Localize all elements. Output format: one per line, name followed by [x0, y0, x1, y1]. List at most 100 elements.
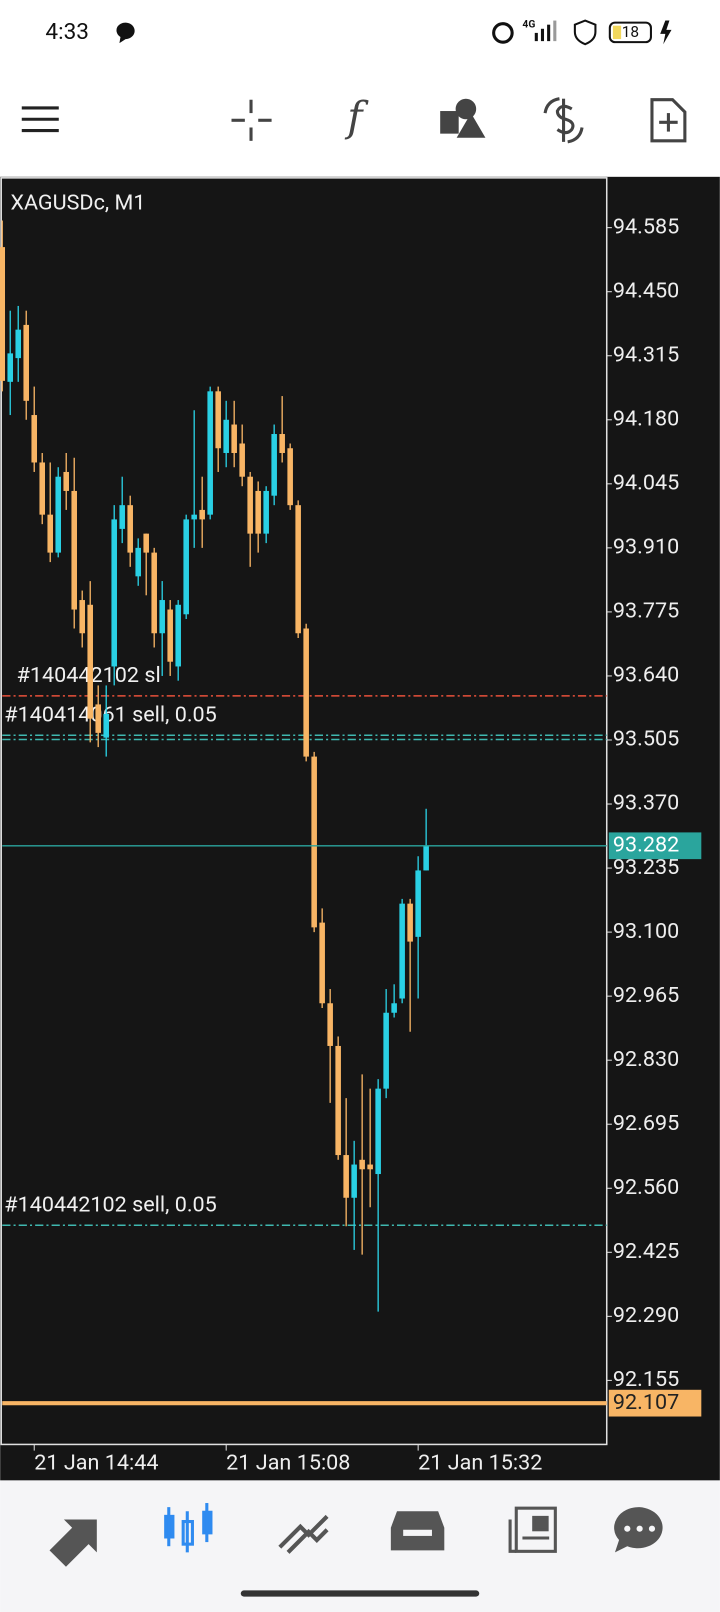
history-tab[interactable] — [390, 1511, 445, 1551]
y-tick-label: 94.585 — [613, 214, 679, 239]
candle-body — [215, 391, 221, 449]
signal-bar — [534, 32, 538, 42]
candle-body — [303, 628, 309, 757]
y-tick-label: 93.640 — [613, 663, 679, 688]
candle-body — [127, 505, 133, 553]
quotes-tab[interactable] — [49, 1519, 97, 1567]
y-tick-label: 94.315 — [613, 342, 679, 367]
candle-body — [47, 514, 54, 553]
plot-frame — [0, 177, 608, 1446]
candle-body — [343, 1155, 349, 1198]
y-tick-label: 94.045 — [613, 471, 679, 496]
candle-body — [119, 505, 125, 529]
y-tick-label: 93.370 — [613, 791, 679, 816]
chat-icon — [116, 22, 135, 44]
y-tick-label: 93.910 — [613, 535, 679, 560]
candle-body — [183, 519, 189, 615]
chart-bg — [0, 176, 720, 1481]
candle-body — [143, 533, 149, 553]
new-order-button[interactable] — [650, 98, 687, 143]
candle-body — [167, 609, 173, 662]
news-tab[interactable] — [508, 1506, 557, 1553]
y-tick-label: 92.965 — [613, 983, 679, 1008]
candle-body — [399, 903, 405, 999]
y-tick-label: 94.180 — [613, 406, 679, 431]
signal-bar — [553, 20, 557, 42]
y-tick-label: 92.560 — [613, 1175, 679, 1200]
candle-body — [207, 391, 213, 515]
candle-body — [135, 547, 141, 577]
candle-body — [295, 505, 301, 634]
charging-icon — [660, 20, 672, 45]
chart-tab[interactable] — [164, 1503, 213, 1553]
bid-price-label: 93.282 — [613, 832, 679, 857]
candle-body — [71, 490, 77, 610]
y-tick-label: 92.290 — [613, 1303, 679, 1328]
candle-body — [327, 1003, 333, 1046]
candle-body — [311, 756, 317, 928]
status-time: 4:33 — [45, 18, 89, 45]
trade-tab[interactable] — [278, 1514, 329, 1554]
candle-body — [15, 329, 22, 359]
order-label: #140414061 sell, 0.05 — [4, 702, 217, 727]
candle-body — [103, 713, 109, 738]
candle-body — [271, 434, 277, 496]
objects-button[interactable] — [440, 98, 486, 138]
candle-body — [95, 704, 101, 733]
bid-price-box — [608, 832, 702, 860]
y-tick-label: 93.505 — [613, 727, 679, 752]
home-indicator — [240, 1590, 480, 1597]
vpn-icon — [573, 19, 597, 46]
candle-body — [175, 604, 181, 667]
candle-body — [191, 514, 197, 520]
candle-body — [359, 1159, 365, 1170]
candle-body — [231, 424, 237, 453]
trade-button[interactable] — [543, 97, 584, 144]
candle-body — [383, 1012, 389, 1089]
candle-body — [239, 443, 245, 477]
candle-body — [351, 1164, 357, 1198]
y-tick-label: 93.775 — [613, 599, 679, 624]
candle-body — [31, 415, 38, 463]
candle-body — [319, 922, 325, 1004]
candle-body — [7, 353, 14, 382]
battery-label: 18 — [622, 23, 639, 41]
x-tick-label: 21 Jan 14:44 — [34, 1451, 158, 1476]
candle-body — [0, 247, 6, 381]
ask-price-box — [608, 1389, 702, 1417]
signal-bar — [540, 28, 545, 42]
symbol-label: XAGUSDc, M1 — [10, 190, 145, 215]
candle-body — [151, 552, 157, 634]
chat-tab[interactable] — [614, 1507, 663, 1553]
bottom-nav — [0, 1480, 720, 1612]
candle-body — [255, 490, 261, 534]
header-bg — [0, 0, 720, 177]
candle-body — [247, 476, 253, 534]
y-tick-label: 92.425 — [613, 1239, 679, 1264]
order-label: #140442102 sell, 0.05 — [4, 1192, 217, 1217]
x-tick-label: 21 Jan 15:08 — [226, 1451, 350, 1476]
candle-body — [263, 490, 269, 534]
candle-body — [415, 870, 421, 937]
menu-button[interactable] — [21, 106, 59, 133]
candle-body — [335, 1045, 341, 1156]
candle-body — [423, 845, 429, 871]
battery-level — [612, 25, 622, 40]
crosshair-button[interactable] — [231, 99, 272, 141]
x-tick-label: 21 Jan 15:32 — [418, 1451, 542, 1476]
candle-body — [375, 1088, 381, 1175]
candle-body — [287, 448, 293, 506]
candle-body — [79, 600, 85, 634]
candle-body — [55, 476, 61, 553]
candle-body — [39, 462, 46, 515]
network-label: 4G — [522, 17, 535, 30]
signal-bar — [547, 24, 551, 42]
alarm-icon — [492, 22, 514, 44]
candle-body — [391, 1003, 397, 1013]
y-tick-label: 92.155 — [613, 1367, 679, 1392]
battery-icon — [608, 21, 652, 44]
candle-body — [199, 509, 205, 520]
candle-body — [23, 324, 30, 401]
